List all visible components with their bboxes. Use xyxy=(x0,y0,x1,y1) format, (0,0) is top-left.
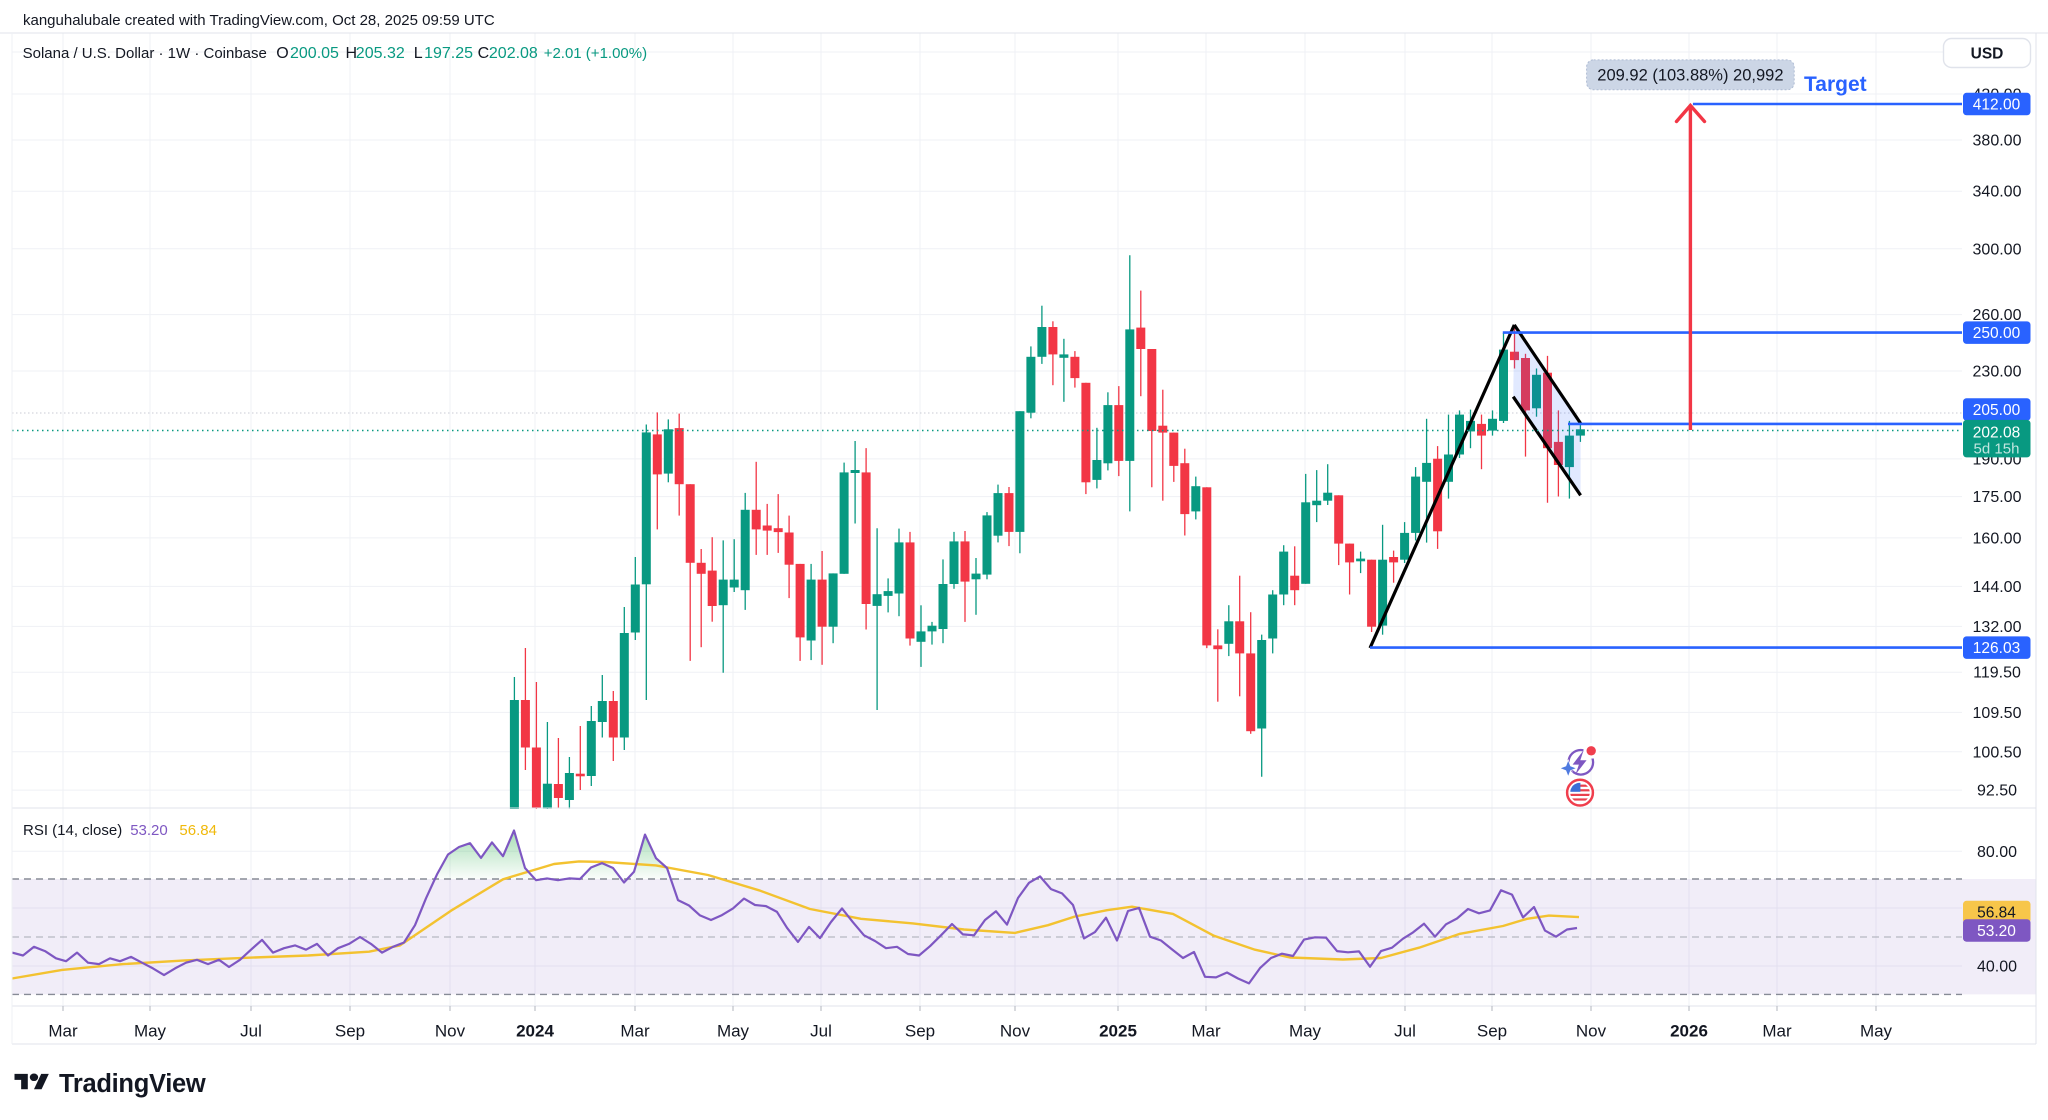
svg-text:Target: Target xyxy=(1804,73,1867,96)
svg-text:2026: 2026 xyxy=(1670,1022,1708,1041)
svg-text:Sep: Sep xyxy=(1477,1022,1507,1041)
svg-text:C: C xyxy=(478,45,490,62)
svg-text:USD: USD xyxy=(1971,46,2004,63)
svg-text:40.00: 40.00 xyxy=(1977,959,2017,976)
svg-text:RSI (14, close): RSI (14, close) xyxy=(23,822,122,839)
svg-text:126.03: 126.03 xyxy=(1973,640,2020,657)
svg-text:2024: 2024 xyxy=(516,1022,554,1041)
svg-text:O: O xyxy=(276,45,288,62)
svg-text:200.05: 200.05 xyxy=(290,45,339,62)
svg-text:5d 15h: 5d 15h xyxy=(1974,441,2020,458)
svg-text:Jul: Jul xyxy=(240,1022,262,1041)
svg-text:kanguhalubale created with Tra: kanguhalubale created with TradingView.c… xyxy=(23,12,495,29)
svg-text:Nov: Nov xyxy=(435,1022,466,1041)
svg-text:L: L xyxy=(414,45,423,62)
svg-text:2025: 2025 xyxy=(1099,1022,1137,1041)
svg-text:412.00: 412.00 xyxy=(1973,96,2021,113)
svg-text:May: May xyxy=(1289,1022,1322,1041)
svg-text:May: May xyxy=(134,1022,167,1041)
svg-text:380.00: 380.00 xyxy=(1973,133,2022,150)
svg-text:250.00: 250.00 xyxy=(1973,325,2021,342)
svg-text:132.00: 132.00 xyxy=(1973,619,2022,636)
svg-text:+2.01 (+1.00%): +2.01 (+1.00%) xyxy=(544,45,647,62)
svg-text:Nov: Nov xyxy=(1576,1022,1607,1041)
svg-text:May: May xyxy=(717,1022,750,1041)
svg-text:205.00: 205.00 xyxy=(1973,402,2021,419)
svg-text:Sep: Sep xyxy=(905,1022,935,1041)
svg-text:56.84: 56.84 xyxy=(1977,904,2016,921)
svg-text:230.00: 230.00 xyxy=(1973,364,2022,381)
svg-text:Jul: Jul xyxy=(810,1022,832,1041)
svg-text:300.00: 300.00 xyxy=(1973,241,2022,258)
svg-text:144.00: 144.00 xyxy=(1973,579,2022,596)
svg-text:209.92 (103.88%) 20,992: 209.92 (103.88%) 20,992 xyxy=(1597,67,1783,85)
svg-text:Nov: Nov xyxy=(1000,1022,1031,1041)
svg-text:56.84: 56.84 xyxy=(179,822,217,839)
svg-text:Sep: Sep xyxy=(335,1022,365,1041)
svg-text:53.20: 53.20 xyxy=(130,822,168,839)
svg-text:92.50: 92.50 xyxy=(1977,783,2017,800)
svg-text:Mar: Mar xyxy=(1762,1022,1792,1041)
svg-text:260.00: 260.00 xyxy=(1973,307,2022,324)
svg-text:Jul: Jul xyxy=(1394,1022,1416,1041)
svg-text:May: May xyxy=(1860,1022,1893,1041)
svg-text:H: H xyxy=(346,45,358,62)
svg-text:Mar: Mar xyxy=(1191,1022,1221,1041)
svg-text:160.00: 160.00 xyxy=(1973,530,2022,547)
svg-text:100.50: 100.50 xyxy=(1973,744,2022,761)
svg-text:197.25: 197.25 xyxy=(424,45,473,62)
svg-text:205.32: 205.32 xyxy=(356,45,405,62)
svg-text:202.08: 202.08 xyxy=(489,45,538,62)
svg-text:53.20: 53.20 xyxy=(1977,923,2016,940)
svg-text:Solana / U.S. Dollar · 1W · Co: Solana / U.S. Dollar · 1W · Coinbase xyxy=(23,45,267,62)
svg-text:202.08: 202.08 xyxy=(1973,425,2020,442)
svg-text:Mar: Mar xyxy=(620,1022,650,1041)
svg-text:175.00: 175.00 xyxy=(1973,489,2022,506)
svg-text:80.00: 80.00 xyxy=(1977,844,2017,861)
svg-text:109.50: 109.50 xyxy=(1973,705,2022,722)
svg-text:340.00: 340.00 xyxy=(1973,184,2022,201)
svg-text:TradingView: TradingView xyxy=(59,1070,206,1098)
svg-text:Mar: Mar xyxy=(48,1022,78,1041)
svg-text:119.50: 119.50 xyxy=(1973,665,2021,682)
